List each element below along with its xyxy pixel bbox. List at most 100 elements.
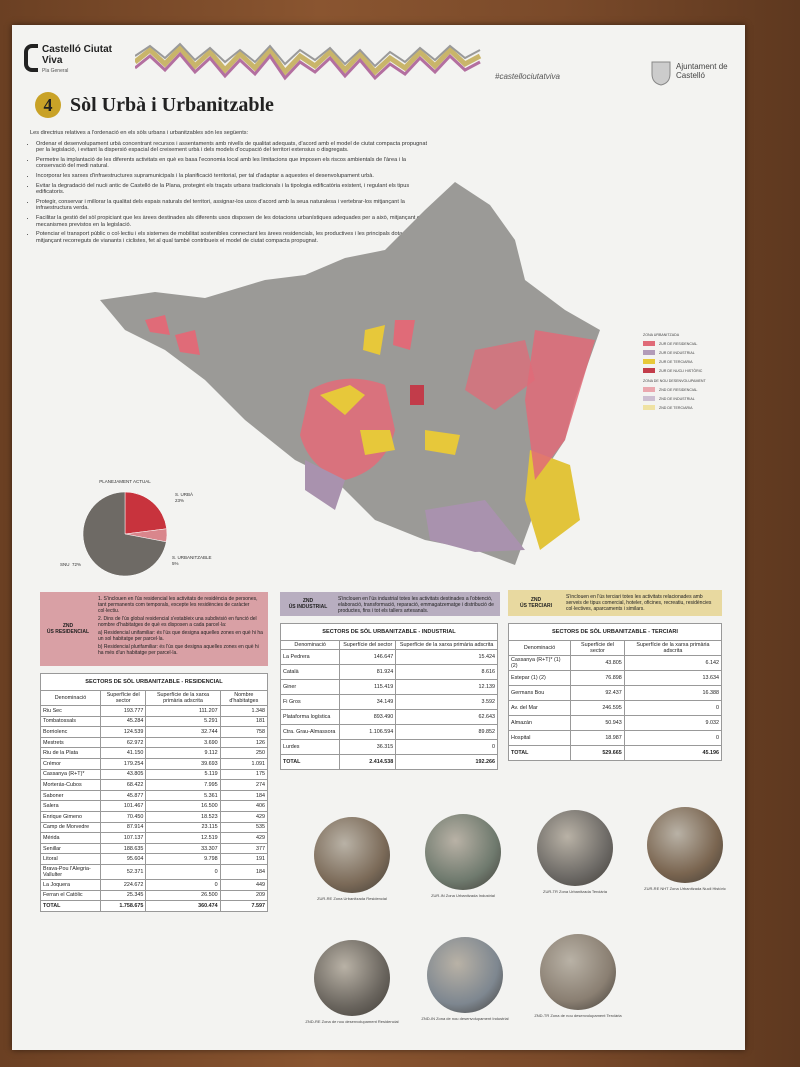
legend-group: ZONA DE NOU DESENVOLUPAMENT ZND DE RESIDE… — [643, 379, 713, 410]
table-cell: Borriolenc — [40, 726, 101, 738]
legend-swatch — [643, 350, 655, 355]
table-row: Senillar 188.635 33.307 377 — [40, 842, 269, 855]
legend-swatch — [643, 396, 655, 401]
table-header: Superfície de la xarxa primària adscrita — [145, 690, 221, 706]
map-zone — [305, 460, 345, 510]
table-cell: 50.943 — [570, 715, 625, 731]
legend-label: ZND DE INDUSTRIAL — [659, 396, 695, 401]
zone-paragraph: b) Residencial plurifamiliar: és l'ús qu… — [98, 644, 259, 656]
table-row: Litoral 95.604 9.798 191 — [40, 853, 269, 865]
table-cell: 224.672 — [99, 878, 147, 891]
map — [100, 182, 600, 565]
table-caption-row: SECTORS DE SÒL URBANITZABLE - INDUSTRIAL — [280, 623, 498, 641]
table-cell: 179.254 — [99, 757, 147, 770]
table-cell: 115.419 — [339, 679, 397, 695]
table-cell: 1.091 — [219, 757, 269, 770]
table-row: Enrique Gimeno 70.450 18.523 429 — [40, 810, 269, 823]
legend-group-title: ZONA URBANITZADA — [643, 333, 680, 337]
brand: Castelló Ciutat Viva — [42, 44, 113, 66]
table-cell: 62.643 — [395, 709, 498, 725]
photo-caption: ZND-TR Zona de nou desenvolupament Terci… — [534, 1013, 622, 1018]
table-header: Superfície del sector — [570, 640, 625, 656]
table-cell: Camp de Morvedre — [40, 821, 101, 834]
table-header: Denominació — [507, 640, 572, 656]
zone-paragraph: 2. Dins de l'ús global residencial s'est… — [98, 616, 257, 628]
table-cell: 5.291 — [145, 715, 221, 728]
table-cell: 92.437 — [570, 685, 625, 701]
table-cell: 8.616 — [395, 664, 498, 680]
table-cell: 175 — [219, 768, 269, 781]
data-table: SECTORS DE SÒL URBANITZABLE - INDUSTRIAL… — [279, 623, 498, 770]
table-row: Crémor 179.254 39.693 1.091 — [40, 757, 269, 770]
table-row: Ctra. Grau-Almassora 1.106.594 89.852 — [279, 724, 498, 740]
table-header-row: Denominació Superfície del sector Superfíc… — [279, 640, 498, 650]
table-cell: 250 — [219, 747, 269, 759]
table-cell: 246.595 — [570, 700, 625, 716]
photo — [314, 817, 390, 893]
table-cell: 95.604 — [99, 853, 147, 865]
table-cell: 12.519 — [145, 832, 221, 844]
table-cell: 192.266 — [395, 754, 498, 770]
photo-caption: ZND-IN Zona de nou desenvolupament Indus… — [421, 1016, 509, 1021]
table-cell: TOTAL — [279, 754, 341, 770]
table-cell: 62.972 — [99, 736, 147, 749]
legend-item: ZUR DE TERCIARIA — [643, 359, 713, 364]
table-row: Estepar (1) (2) 76.898 13.634 — [507, 670, 723, 686]
table-cell: 1.106.594 — [339, 724, 397, 740]
legend-swatch — [643, 387, 655, 392]
table-row: Salera 101.467 16.500 406 — [40, 800, 269, 812]
table-cell: Giner — [279, 679, 341, 695]
table-cell: 2.414.538 — [339, 754, 397, 770]
map-zone — [320, 385, 365, 415]
table-cell: 76.898 — [570, 670, 625, 686]
bullet: Permetre la implantació de les diferents… — [36, 157, 435, 170]
table-row: Saboner 45.877 5.361 184 — [40, 789, 269, 802]
table-cell: Cassanya (R+T)* (1) (2) — [507, 655, 572, 671]
legend-group: ZONA URBANITZADA ZUR DE RESIDENCIAL ZUR DE… — [643, 333, 713, 373]
pie-value-label: 23% — [175, 498, 184, 503]
table-cell: 184 — [219, 863, 269, 880]
table-title: SECTORS DE SÒL URBANITZABLE - TERCIARI — [508, 623, 722, 641]
table-cell: Salera — [40, 800, 101, 812]
photo — [647, 807, 723, 883]
table-cell: 111.207 — [145, 705, 221, 717]
table-cell: 7.995 — [145, 779, 221, 791]
table-cell: 449 — [219, 878, 269, 891]
table-row: Germans Bou 92.437 16.388 — [507, 685, 723, 701]
table-cell: 18.987 — [570, 730, 625, 746]
table-row: Borriolenc 124.539 32.744 758 — [40, 726, 269, 738]
table-row: Plataforma logística 893.490 62.643 — [279, 709, 498, 725]
pie-value-label: 5% — [172, 561, 179, 566]
legend-item: ZUR DE INDUSTRIAL — [643, 350, 713, 355]
table-total-row: TOTAL 529.665 45.196 — [507, 745, 723, 761]
table-cell: 893.490 — [339, 709, 397, 725]
zone-header: ZND ÚS INDUSTRIAL — [284, 596, 332, 612]
table-row: Almazán 50.943 9.032 — [507, 715, 723, 731]
photo — [314, 940, 390, 1016]
table-cell: 0 — [623, 700, 723, 716]
table-title: SECTORS DE SÒL URBANITZABLE - INDUSTRIAL — [280, 623, 498, 641]
table-wrap: SECTORS DE SÒL URBANITZABLE - RESIDENCIA… — [40, 673, 269, 912]
pie-label: SNU — [60, 562, 70, 567]
table-cell: 101.467 — [99, 800, 147, 812]
table-cell: Català — [279, 664, 341, 680]
table-row: Cassanya (R+T)* (1) (2) 43.805 6.142 — [507, 655, 723, 671]
decorative-strip — [135, 42, 482, 81]
map-zone — [360, 430, 395, 455]
table-row: Riu Sec 193.777 111.207 1.348 — [40, 705, 269, 717]
table-cell: 52.371 — [99, 863, 147, 880]
table-row: Hospital 18.987 0 — [507, 730, 723, 746]
photo — [425, 814, 501, 890]
table-row: La Joquera 224.672 0 449 — [40, 878, 269, 891]
table-header: Superfície del sector — [99, 690, 147, 706]
table-cell: Enrique Gimeno — [40, 810, 101, 823]
table-total-row: TOTAL 1.758.675 360.474 7.597 — [40, 900, 269, 912]
table-cell: 0 — [145, 878, 221, 891]
table-wrap: SECTORS DE SÒL URBANITZABLE - TERCIARI De… — [507, 623, 723, 761]
table-cell: 33.307 — [145, 842, 221, 855]
table-cell: 45.196 — [623, 745, 723, 761]
table-row: Brava-Pou l'Alegria-Vallulter 52.371 0 184 — [40, 863, 269, 880]
table-cell: 360.474 — [145, 900, 221, 912]
